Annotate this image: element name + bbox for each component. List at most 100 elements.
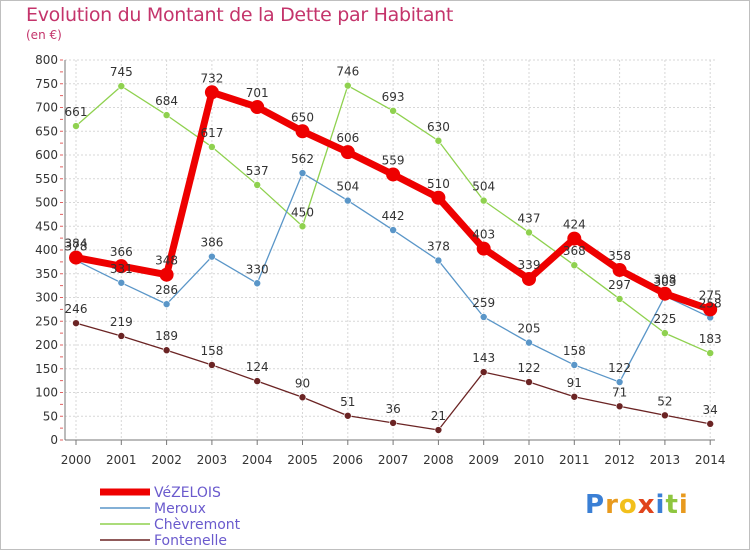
data-label: 442 bbox=[382, 209, 405, 223]
data-point bbox=[522, 271, 536, 286]
x-tick-label: 2001 bbox=[106, 453, 137, 467]
x-tick-label: 2007 bbox=[378, 453, 409, 467]
data-point bbox=[570, 392, 579, 401]
data-label: 297 bbox=[608, 278, 631, 292]
data-point bbox=[479, 313, 488, 321]
logo-letter: o bbox=[618, 490, 638, 520]
data-point bbox=[386, 167, 401, 182]
data-point bbox=[434, 426, 443, 434]
data-point bbox=[706, 349, 715, 357]
y-tick-label: 150 bbox=[35, 362, 58, 376]
data-label: 630 bbox=[427, 120, 450, 134]
data-point bbox=[295, 124, 310, 139]
data-label: 286 bbox=[155, 283, 178, 297]
y-tick-label: 400 bbox=[35, 243, 58, 257]
y-tick-label: 500 bbox=[35, 196, 58, 210]
y-tick-label: 350 bbox=[35, 267, 58, 281]
x-tick-label: 2003 bbox=[197, 453, 228, 467]
data-label: 403 bbox=[472, 228, 495, 242]
data-label: 246 bbox=[65, 302, 88, 316]
data-label: 52 bbox=[657, 394, 672, 408]
data-label: 746 bbox=[336, 65, 359, 79]
data-label: 259 bbox=[472, 296, 495, 310]
x-tick-label: 2009 bbox=[468, 453, 499, 467]
data-label: 368 bbox=[563, 244, 586, 258]
y-tick-label: 450 bbox=[35, 219, 58, 233]
data-point bbox=[525, 378, 533, 386]
data-point bbox=[208, 143, 216, 151]
data-label: 424 bbox=[563, 218, 586, 232]
data-label: 36 bbox=[385, 402, 400, 416]
y-tick-label: 300 bbox=[35, 291, 58, 305]
data-label: 606 bbox=[336, 131, 359, 145]
y-tick-label: 650 bbox=[35, 124, 58, 138]
data-point bbox=[479, 196, 488, 205]
data-label: 348 bbox=[155, 254, 178, 268]
legend-label: Meroux bbox=[154, 501, 206, 517]
data-label: 90 bbox=[295, 376, 310, 390]
data-point bbox=[298, 393, 307, 402]
data-point bbox=[615, 378, 624, 386]
data-label: 91 bbox=[567, 376, 582, 390]
data-label: 303 bbox=[653, 275, 676, 289]
y-tick-label: 550 bbox=[35, 172, 58, 186]
data-point bbox=[703, 302, 718, 317]
y-tick-label: 100 bbox=[35, 386, 58, 400]
data-point bbox=[570, 261, 579, 270]
data-label: 225 bbox=[653, 312, 676, 326]
y-tick-label: 700 bbox=[35, 101, 58, 115]
data-label: 745 bbox=[110, 65, 133, 79]
data-point bbox=[114, 259, 129, 274]
axes: 0 50 100 150 200 250 300 350 400 450 500 550 600 650 7… bbox=[35, 53, 725, 467]
data-label: 122 bbox=[518, 361, 541, 375]
data-point bbox=[250, 100, 265, 115]
data-label: 559 bbox=[382, 153, 405, 167]
x-tick-label: 2000 bbox=[61, 453, 92, 467]
data-point bbox=[479, 368, 488, 376]
data-point bbox=[159, 267, 174, 282]
data-label: 21 bbox=[431, 409, 446, 423]
legend-label: VéZELOIS bbox=[154, 485, 221, 501]
data-label: 661 bbox=[65, 105, 88, 119]
logo-letter: i bbox=[655, 490, 666, 520]
data-point bbox=[706, 420, 715, 428]
data-point bbox=[661, 329, 669, 337]
data-point bbox=[661, 411, 669, 420]
data-label: 258 bbox=[699, 296, 722, 310]
data-label: 51 bbox=[340, 395, 355, 409]
data-label: 331 bbox=[110, 262, 133, 276]
x-tick-label: 2014 bbox=[695, 453, 726, 467]
data-point bbox=[343, 196, 352, 205]
data-label: 684 bbox=[155, 94, 178, 108]
data-point bbox=[570, 361, 579, 369]
data-label: 617 bbox=[200, 126, 223, 140]
x-tick-label: 2010 bbox=[514, 453, 545, 467]
data-point bbox=[476, 241, 491, 256]
data-label: 34 bbox=[703, 403, 718, 417]
data-label: 219 bbox=[110, 315, 133, 329]
x-tick-label: 2012 bbox=[604, 453, 635, 467]
data-point bbox=[657, 286, 672, 301]
data-point bbox=[72, 319, 80, 327]
data-point bbox=[434, 136, 443, 145]
data-label: 158 bbox=[563, 344, 586, 358]
data-point bbox=[162, 346, 171, 355]
data-label: 437 bbox=[518, 211, 541, 225]
data-label: 732 bbox=[200, 71, 223, 85]
data-label: 358 bbox=[608, 249, 631, 263]
data-point bbox=[253, 279, 262, 288]
data-point bbox=[389, 107, 397, 115]
y-tick-label: 200 bbox=[35, 338, 58, 352]
data-label: 504 bbox=[472, 180, 495, 194]
logo-letter: x bbox=[637, 490, 656, 520]
data-label: 378 bbox=[65, 239, 88, 253]
logo-letter: i bbox=[678, 490, 689, 520]
y-tick-label: 600 bbox=[35, 148, 58, 162]
data-point bbox=[117, 82, 126, 90]
data-point bbox=[389, 419, 397, 427]
data-point bbox=[208, 361, 216, 369]
data-label: 366 bbox=[110, 245, 133, 259]
y-tick-label: 750 bbox=[35, 77, 58, 91]
x-tick-label: 2005 bbox=[287, 453, 318, 467]
